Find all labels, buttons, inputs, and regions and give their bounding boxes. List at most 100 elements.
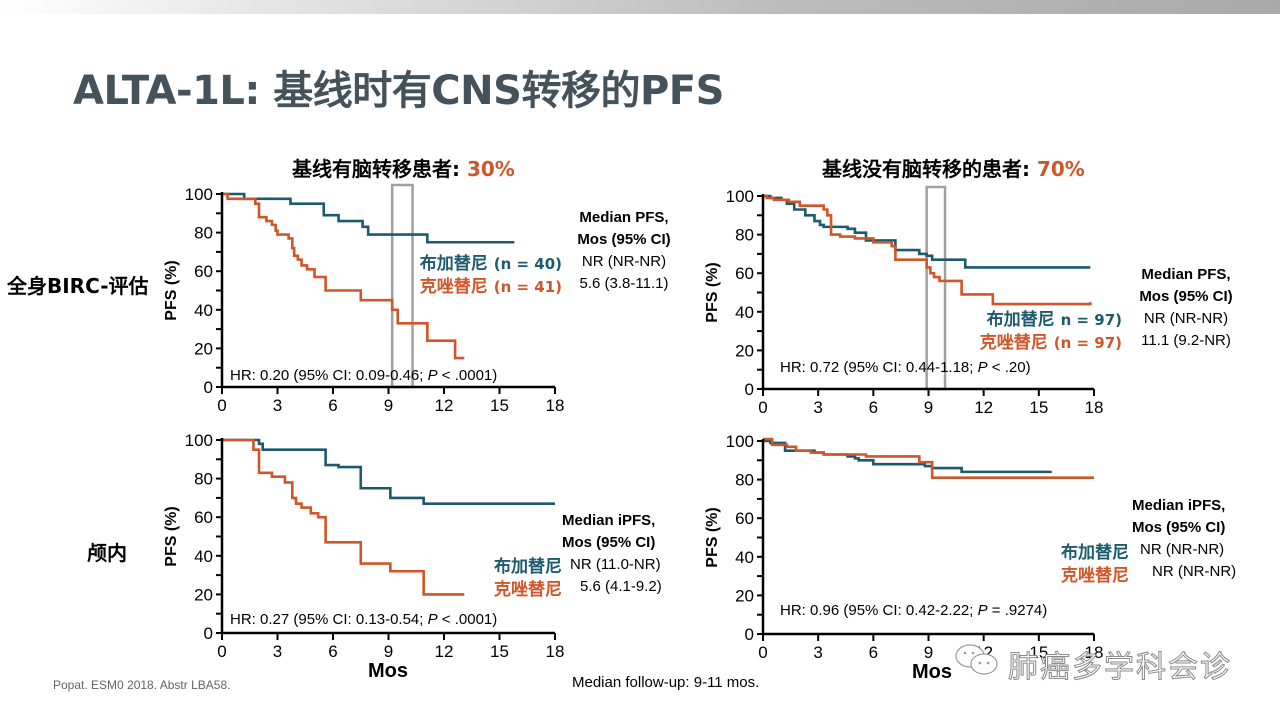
x-tick-label: 9 [384,642,393,661]
legend-brigatinib: 布加替尼 [494,557,562,577]
x-tick-label: 3 [813,398,822,417]
legend: 布加替尼 n = 97) 克唑替尼 (n = 97) [950,309,1122,355]
row-label-systemic: 全身BIRC-评估 [7,274,149,298]
y-tick-label: 60 [735,264,754,283]
x-tick-label: 12 [435,396,454,415]
panel-title-no-brain-mets: 基线没有脑转移的患者: 70% [822,153,1085,182]
panel-title-brain-mets: 基线有脑转移患者: 30% [292,153,515,182]
y-axis-label: PFS (%) [163,506,180,566]
y-tick-label: 20 [194,585,213,604]
median-pfs-block: Median PFS, Mos (95% CI) NR (NR-NR) 5.6 … [560,207,688,295]
y-tick-label: 0 [745,380,754,399]
legend-crizotinib: 克唑替尼 (n = 97) [950,332,1122,355]
curve-crizotinib [763,194,1092,306]
median-ipfs-block: Median iPFS, Mos (95% CI) NR (11.0-NR) 5… [562,510,682,598]
y-tick-label: 60 [735,509,754,528]
curve-crizotinib [222,192,465,360]
x-tick-label: 9 [924,398,933,417]
median-value-crizotinib: 5.6 (4.1-9.2) [580,578,662,595]
y-axis-label: PFS (%) [163,260,180,320]
y-tick-label: 40 [194,547,213,566]
x-tick-label: 3 [273,396,282,415]
legend-n: n = 97) [1060,311,1122,329]
median-header-line1: Median iPFS, [1132,497,1226,514]
legend-n: (n = 97) [1053,334,1122,352]
median-value-brigatinib: NR (NR-NR) [1140,541,1225,558]
y-tick-label: 80 [735,471,754,490]
x-axis-label: Mos [912,661,952,683]
y-tick-label: 40 [194,301,213,320]
curve-brigatinib [222,192,515,244]
x-tick-label: 18 [1085,398,1104,417]
y-tick-label: 0 [204,624,213,643]
y-tick-label: 20 [735,341,754,360]
y-tick-label: 60 [194,262,213,281]
x-tick-label: 6 [328,396,337,415]
x-tick-label: 9 [924,643,933,662]
legend-crizotinib: 克唑替尼 [1061,566,1129,586]
x-tick-label: 18 [546,396,565,415]
y-tick-label: 80 [194,224,213,243]
legend-label: 布加替尼 [419,254,488,274]
panel-title-text: 基线有脑转移患者: [292,157,467,181]
x-tick-label: 9 [384,396,393,415]
median-value-brigatinib: NR (NR-NR) [581,253,667,270]
legend-brigatinib: 布加替尼 [1061,543,1129,563]
y-tick-label: 80 [735,226,754,245]
median-header-line1: Median PFS, [1141,266,1231,283]
x-tick-label: 15 [1029,643,1048,662]
y-tick-label: 20 [735,586,754,605]
x-tick-label: 6 [869,643,878,662]
median-header-line1: Median iPFS, [562,512,656,529]
km-chart-2: 0 20 40 60 80 100 0 3 6 9 12 15 18 PFS (%) Mos HR: 0.27… [163,431,564,682]
y-tick-label: 100 [726,187,754,206]
x-tick-label: 18 [1085,643,1104,662]
x-tick-label: 0 [217,396,226,415]
legend-label: 布加替尼 [986,310,1055,330]
legend-n: (n = 41) [493,278,562,296]
x-tick-label: 3 [273,642,282,661]
curve-crizotinib [763,437,1094,479]
curve-brigatinib [763,194,1091,269]
x-tick-label: 12 [974,398,993,417]
y-tick-label: 60 [194,508,213,527]
hazard-ratio-label: HR: 0.27 (95% CI: 0.13-0.54; P < .0001) [230,611,497,628]
median-value-crizotinib: NR (NR-NR) [1152,563,1237,580]
median-header-line2: Mos (95% CI) [577,231,671,248]
median-header-line2: Mos (95% CI) [1139,288,1233,305]
x-tick-label: 18 [546,642,565,661]
curve-crizotinib [222,438,465,596]
y-tick-label: 100 [185,431,213,450]
x-tick-label: 3 [813,643,822,662]
x-tick-label: 0 [758,398,767,417]
x-tick-label: 6 [328,642,337,661]
km-chart-0: 0 20 40 60 80 100 0 3 6 9 12 15 18 PFS (%) HR: 0.20 (9… [163,183,565,415]
top-gradient-bar [0,0,1280,14]
hazard-ratio-label: HR: 0.96 (95% CI: 0.42-2.22; P = .9274) [780,602,1047,619]
row-label-intracranial: 颅内 [87,541,127,565]
x-axis-label: Mos [368,660,408,682]
median-value-brigatinib: NR (NR-NR) [1143,310,1229,327]
km-chart-1: 0 20 40 60 80 100 0 3 6 9 12 15 18 PFS (%) HR: 0.72 (9… [704,185,1104,417]
legend-crizotinib: 克唑替尼 [494,580,562,600]
median-ipfs-block: Median iPFS, Mos (95% CI) NR (NR-NR) NR … [1132,495,1252,583]
slide-title: ALTA-1L: 基线时有CNS转移的PFS [73,68,724,114]
reference-citation: Popat. ESM0 2018. Abstr LBA58. [53,678,231,692]
median-header-line1: Median PFS, [579,209,669,226]
median-header-line2: Mos (95% CI) [562,534,656,551]
panel-title-pct: 30% [466,157,515,181]
curve-brigatinib [222,438,555,505]
x-tick-label: 6 [869,398,878,417]
y-tick-label: 100 [185,185,213,204]
x-tick-label: 12 [435,642,454,661]
legend-crizotinib: 克唑替尼 (n = 41) [400,276,562,299]
legend: 布加替尼 (n = 40) 克唑替尼 (n = 41) [400,253,562,299]
panel-title-text: 基线没有脑转移的患者: [822,157,1037,181]
legend: 布加替尼 克唑替尼 [470,556,562,602]
x-tick-label: 15 [490,396,509,415]
y-tick-label: 20 [194,339,213,358]
legend-brigatinib: 布加替尼 (n = 40) [400,253,562,276]
y-axis-label: PFS (%) [704,262,721,322]
median-pfs-block: Median PFS, Mos (95% CI) NR (NR-NR) 11.1… [1122,264,1250,352]
